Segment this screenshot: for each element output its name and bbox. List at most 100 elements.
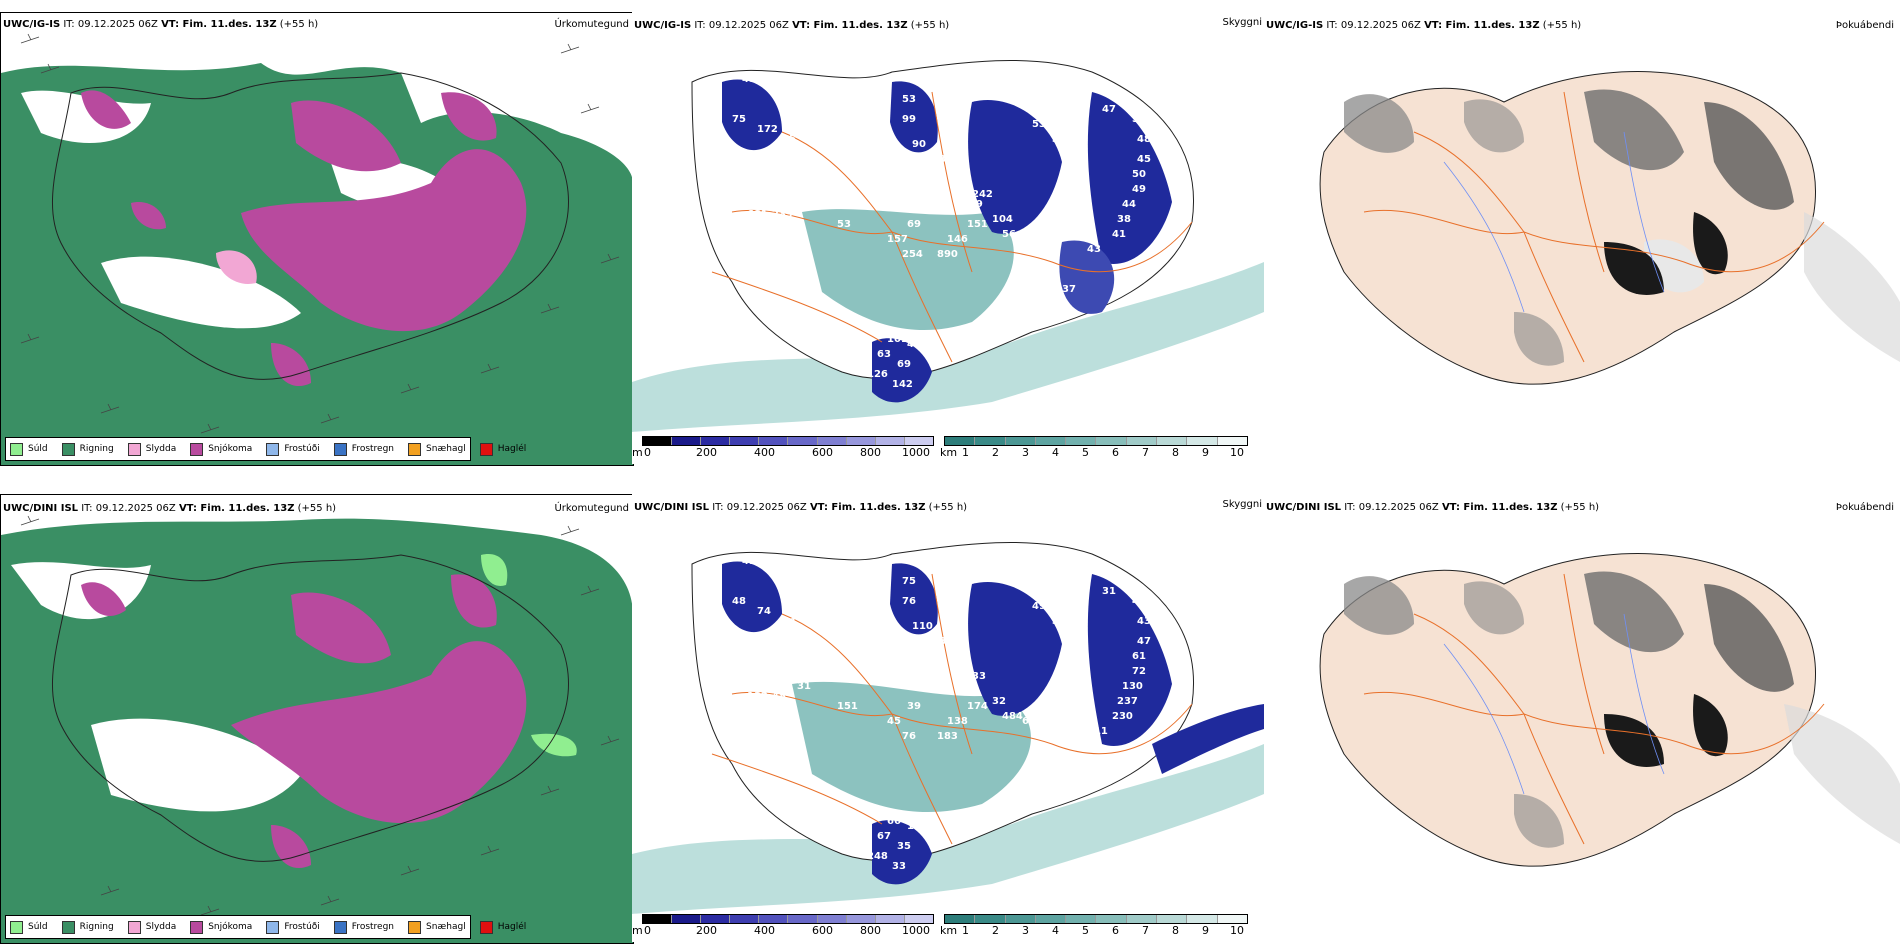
precip-amount-label: 31: [1052, 134, 1066, 145]
header-bottom-left: UWC/DINI ISL IT: 09.12.2025 06Z VT: Fim.…: [3, 503, 337, 514]
precip-type-map-bottom: UWC/DINI ISL IT: 09.12.2025 06Z VT: Fim.…: [0, 494, 634, 944]
precip-amount-label: 248: [867, 851, 888, 862]
elevation-colorbar-bottom: [642, 914, 934, 924]
legend-item-snjokoma: Snjókoma: [190, 442, 252, 456]
precip-amount-label: 48: [992, 304, 1006, 315]
init-time: IT: 09.12.2025 06Z: [63, 19, 158, 30]
legend-item-snaehagl: Snæhagl: [408, 442, 466, 456]
header-top-middle: UWC/IG-IS IT: 09.12.2025 06Z VT: Fim. 11…: [634, 20, 950, 31]
precip-amount-label: 50: [887, 636, 901, 647]
precip-amount-label: 33: [972, 671, 986, 682]
precip-amount-label: 37: [962, 681, 976, 692]
legend-item-rigning: Rigning: [61, 442, 114, 456]
precip-amount-label: 53: [837, 219, 851, 230]
visibility-unit: km: [940, 446, 958, 459]
precip-amount-label: 85: [782, 134, 796, 145]
precip-amount-label: 46: [957, 656, 971, 667]
precip-amount-label: 138: [947, 716, 968, 727]
precip-amount-label: 39: [907, 701, 921, 712]
precip-amount-label: 64: [782, 616, 796, 627]
precip-amount-label: 80: [1027, 571, 1041, 582]
header-bottom-middle: UWC/DINI ISL IT: 09.12.2025 06Z VT: Fim.…: [634, 502, 968, 513]
precip-amount-label: 44: [1122, 199, 1136, 210]
legend-item-frostregn: Frostregn: [333, 442, 394, 456]
visibility-map-svg-top: 45 82 75 172 85 53 99 90 53 142 58 53 31 47 50 48 45 50 49…: [632, 12, 1264, 464]
precip-amount-label: 239: [772, 209, 793, 220]
precip-amount-label: 74: [937, 199, 951, 210]
precip-amount-label: 74: [757, 606, 771, 617]
precip-amount-label: 47: [1137, 636, 1151, 647]
precip-amount-label: 142: [892, 379, 913, 390]
precip-amount-label: 183: [937, 731, 958, 742]
header-top-right: UWC/IG-IS IT: 09.12.2025 06Z VT: Fim. 11…: [1266, 20, 1582, 31]
precip-amount-label: 99: [902, 114, 916, 125]
precip-amount-label: 31: [1102, 586, 1116, 597]
precip-amount-label: 174: [967, 701, 988, 712]
precip-amount-label: 50: [1132, 169, 1146, 180]
precip-amount-label: 109: [797, 199, 818, 210]
fog-map-svg-bottom: [1264, 494, 1900, 942]
precip-type-legend: Súld Rigning Slydda Snjókoma Frostúði Fr…: [5, 437, 526, 461]
precip-amount-label: 38: [1117, 214, 1131, 225]
precip-amount-label: 484: [1002, 711, 1023, 722]
precip-amount-label: 41: [742, 556, 756, 567]
precip-amount-label: 130: [1122, 681, 1143, 692]
precip-amount-label: 43: [1087, 244, 1101, 255]
visibility-map-top: 45 82 75 172 85 53 99 90 53 142 58 53 31 47 50 48 45 50 49…: [632, 12, 1264, 464]
precip-amount-label: 111: [1087, 726, 1108, 737]
panel-title-fog: Þokuábendi: [1835, 20, 1894, 31]
precip-amount-label: 72: [1132, 666, 1146, 677]
precip-amount-label: 47: [1102, 104, 1116, 115]
precip-amount-label: 104: [992, 214, 1013, 225]
model-name: UWC/IG-IS: [3, 19, 61, 30]
precip-amount-label: 33: [892, 861, 906, 872]
precip-amount-label: 82: [777, 94, 791, 105]
precip-amount-label: 35: [897, 841, 911, 852]
legend-item-haglel: Haglél: [479, 442, 526, 456]
precip-amount-label: 47: [777, 576, 791, 587]
precip-amount-label: 172: [757, 124, 778, 135]
legend-item-frostudi: Frostúði: [266, 442, 320, 456]
precip-amount-label: 48: [732, 596, 746, 607]
precip-amount-label: 32: [1052, 309, 1066, 320]
fog-map-svg-top: [1264, 12, 1900, 464]
precip-amount-label: 151: [967, 219, 988, 230]
valid-time: VT: Fim. 11.des. 13Z: [161, 19, 277, 30]
precip-amount-label: 242: [972, 189, 993, 200]
visibility-map-bottom: 41 47 48 74 64 75 76 110 181 50 80 49 39 31 44 43 47 61 72…: [632, 494, 1264, 942]
precip-amount-label: 75: [732, 114, 746, 125]
precip-amount-label: 45: [1137, 154, 1151, 165]
precip-amount-label: 45: [742, 74, 756, 85]
precip-amount-label: 71: [957, 174, 971, 185]
precip-amount-label: 37: [1062, 284, 1076, 295]
precip-map-svg-bottom: [1, 495, 633, 943]
precip-amount-label: 63: [877, 349, 891, 360]
precip-amount-label: 69: [897, 359, 911, 370]
precip-amount-label: 181: [932, 636, 953, 647]
precip-amount-label: 48: [772, 691, 786, 702]
precip-amount-label: 45: [887, 716, 901, 727]
precip-amount-label: 101: [887, 334, 908, 345]
precip-map-svg-top: [1, 13, 633, 465]
precip-amount-label: 47: [907, 339, 921, 350]
precip-amount-label: 43: [1137, 616, 1151, 627]
precip-amount-label: 61: [1132, 651, 1146, 662]
precip-amount-label: 67: [877, 831, 891, 842]
panel-title-precip-type-bottom: Úrkomutegund: [554, 503, 629, 514]
precip-amount-label: 53: [932, 154, 946, 165]
precip-amount-label: 56: [1002, 229, 1016, 240]
visibility-colorbar-bottom: [944, 914, 1248, 924]
elevation-colorbar-top: [642, 436, 934, 446]
precip-amount-label: 146: [947, 234, 968, 245]
precip-amount-label: 52: [712, 701, 726, 712]
precip-amount-label: 49: [1022, 234, 1036, 245]
precip-amount-label: 969: [962, 199, 983, 210]
precip-amount-label: 69: [907, 219, 921, 230]
precip-amount-label: 49: [1132, 184, 1146, 195]
precip-amount-label: 44: [1132, 596, 1146, 607]
panel-title-cloud: Skyggni: [1222, 17, 1262, 28]
precip-amount-label: 890: [937, 249, 958, 260]
precip-amount-label: 142: [887, 154, 908, 165]
precip-amount-label: 132: [747, 691, 768, 702]
fog-map-top: UWC/IG-IS IT: 09.12.2025 06Z VT: Fim. 11…: [1264, 12, 1900, 464]
